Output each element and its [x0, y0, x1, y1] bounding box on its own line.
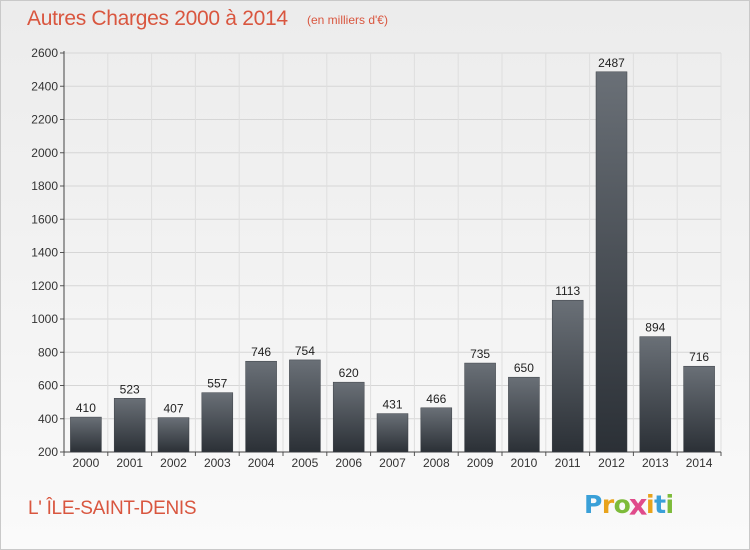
- tick-labels: 200 400 600 800 1000 1200 1400 1600 1800 2000 2200…: [31, 46, 712, 470]
- logo-letter: i: [665, 490, 675, 519]
- bar-2000[interactable]: [70, 416, 102, 453]
- y-tick-label: 600: [38, 379, 58, 393]
- data-label-2010: 650: [514, 361, 534, 375]
- bar-2010[interactable]: [508, 376, 540, 453]
- y-tick-label: 1200: [31, 279, 58, 293]
- data-label-2006: 620: [339, 366, 359, 380]
- x-tick-label: 2002: [160, 456, 187, 470]
- y-tick-label: 2400: [31, 79, 58, 93]
- logo-letter: o: [613, 490, 631, 519]
- y-tick-label: 1000: [31, 312, 58, 326]
- bar-2008[interactable]: [420, 407, 453, 453]
- bar-2001[interactable]: [113, 398, 146, 453]
- x-tick-label: 2006: [335, 456, 362, 470]
- bar-2012[interactable]: [595, 71, 628, 453]
- logo-letter: i: [646, 490, 655, 519]
- x-tick-label: 2013: [642, 456, 669, 470]
- y-tick-label: 1800: [31, 179, 58, 193]
- x-tick-label: 2004: [248, 456, 275, 470]
- chart-subtitle: (en milliers d'€): [307, 13, 388, 27]
- x-tick-label: 2014: [686, 456, 713, 470]
- proxiti-logo[interactable]: Proxiti: [584, 487, 675, 522]
- commune-name: L' ÎLE-SAINT-DENIS: [28, 498, 197, 519]
- bar-2007[interactable]: [376, 413, 409, 453]
- x-tick-label: 2005: [292, 456, 319, 470]
- y-tick-label: 800: [38, 345, 58, 359]
- bar-2013[interactable]: [639, 336, 672, 453]
- bar-2014[interactable]: [683, 365, 715, 453]
- data-label-2003: 557: [207, 377, 227, 391]
- data-label-2005: 754: [295, 344, 315, 358]
- data-label-2014: 716: [689, 350, 709, 364]
- bar-2004[interactable]: [245, 360, 277, 453]
- y-tick-label: 2600: [31, 46, 58, 60]
- chart-title: Autres Charges 2000 à 2014: [27, 7, 288, 30]
- x-tick-label: 2000: [73, 456, 100, 470]
- y-tick-label: 2000: [31, 146, 58, 160]
- bar-2005[interactable]: [289, 359, 321, 453]
- y-tick-label: 200: [38, 445, 58, 459]
- data-label-2000: 410: [76, 401, 96, 415]
- data-label-2001: 523: [120, 382, 140, 396]
- bar-2003[interactable]: [201, 392, 234, 453]
- data-labels: 410 523 407 557 746 754 620 431 466 735 650 1113 248…: [76, 56, 710, 416]
- logo-letter: t: [654, 490, 666, 519]
- x-tick-label: 2012: [598, 456, 625, 470]
- data-label-2012: 2487: [598, 56, 625, 70]
- logo-letter: r: [601, 490, 614, 519]
- x-tick-label: 2001: [116, 456, 143, 470]
- bar-2002[interactable]: [157, 417, 190, 453]
- y-tick-label: 2200: [31, 113, 58, 127]
- x-tick-label: 2007: [379, 456, 406, 470]
- x-tick-label: 2011: [555, 456, 581, 470]
- data-label-2007: 431: [382, 398, 402, 412]
- bar-2006[interactable]: [332, 381, 365, 453]
- x-tick-label: 2009: [467, 456, 494, 470]
- y-tick-label: 400: [38, 412, 58, 426]
- y-tick-label: 1400: [31, 246, 58, 260]
- data-label-2004: 746: [251, 345, 271, 359]
- data-label-2009: 735: [470, 347, 490, 361]
- data-label-2013: 894: [645, 321, 665, 335]
- x-tick-label: 2003: [204, 456, 231, 470]
- bar-2011[interactable]: [551, 299, 584, 453]
- y-tick-label: 1600: [31, 212, 58, 226]
- logo-letter: P: [584, 490, 602, 519]
- x-tick-label: 2008: [423, 456, 450, 470]
- data-label-2008: 466: [426, 392, 446, 406]
- bar-2009[interactable]: [464, 362, 496, 453]
- data-label-2011: 1113: [555, 284, 580, 298]
- logo-letter: x: [629, 487, 648, 522]
- bars: [70, 71, 715, 453]
- data-label-2002: 407: [163, 402, 183, 416]
- x-tick-label: 2010: [511, 456, 538, 470]
